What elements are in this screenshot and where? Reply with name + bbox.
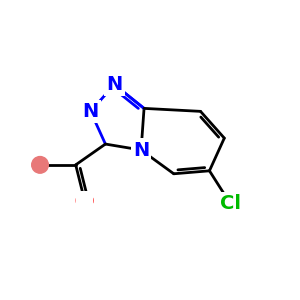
Text: N: N — [82, 102, 99, 121]
Circle shape — [32, 157, 48, 173]
Text: Cl: Cl — [220, 194, 241, 213]
Text: N: N — [133, 140, 149, 160]
Text: O: O — [78, 193, 91, 208]
Text: N: N — [106, 75, 122, 94]
Circle shape — [76, 192, 93, 209]
